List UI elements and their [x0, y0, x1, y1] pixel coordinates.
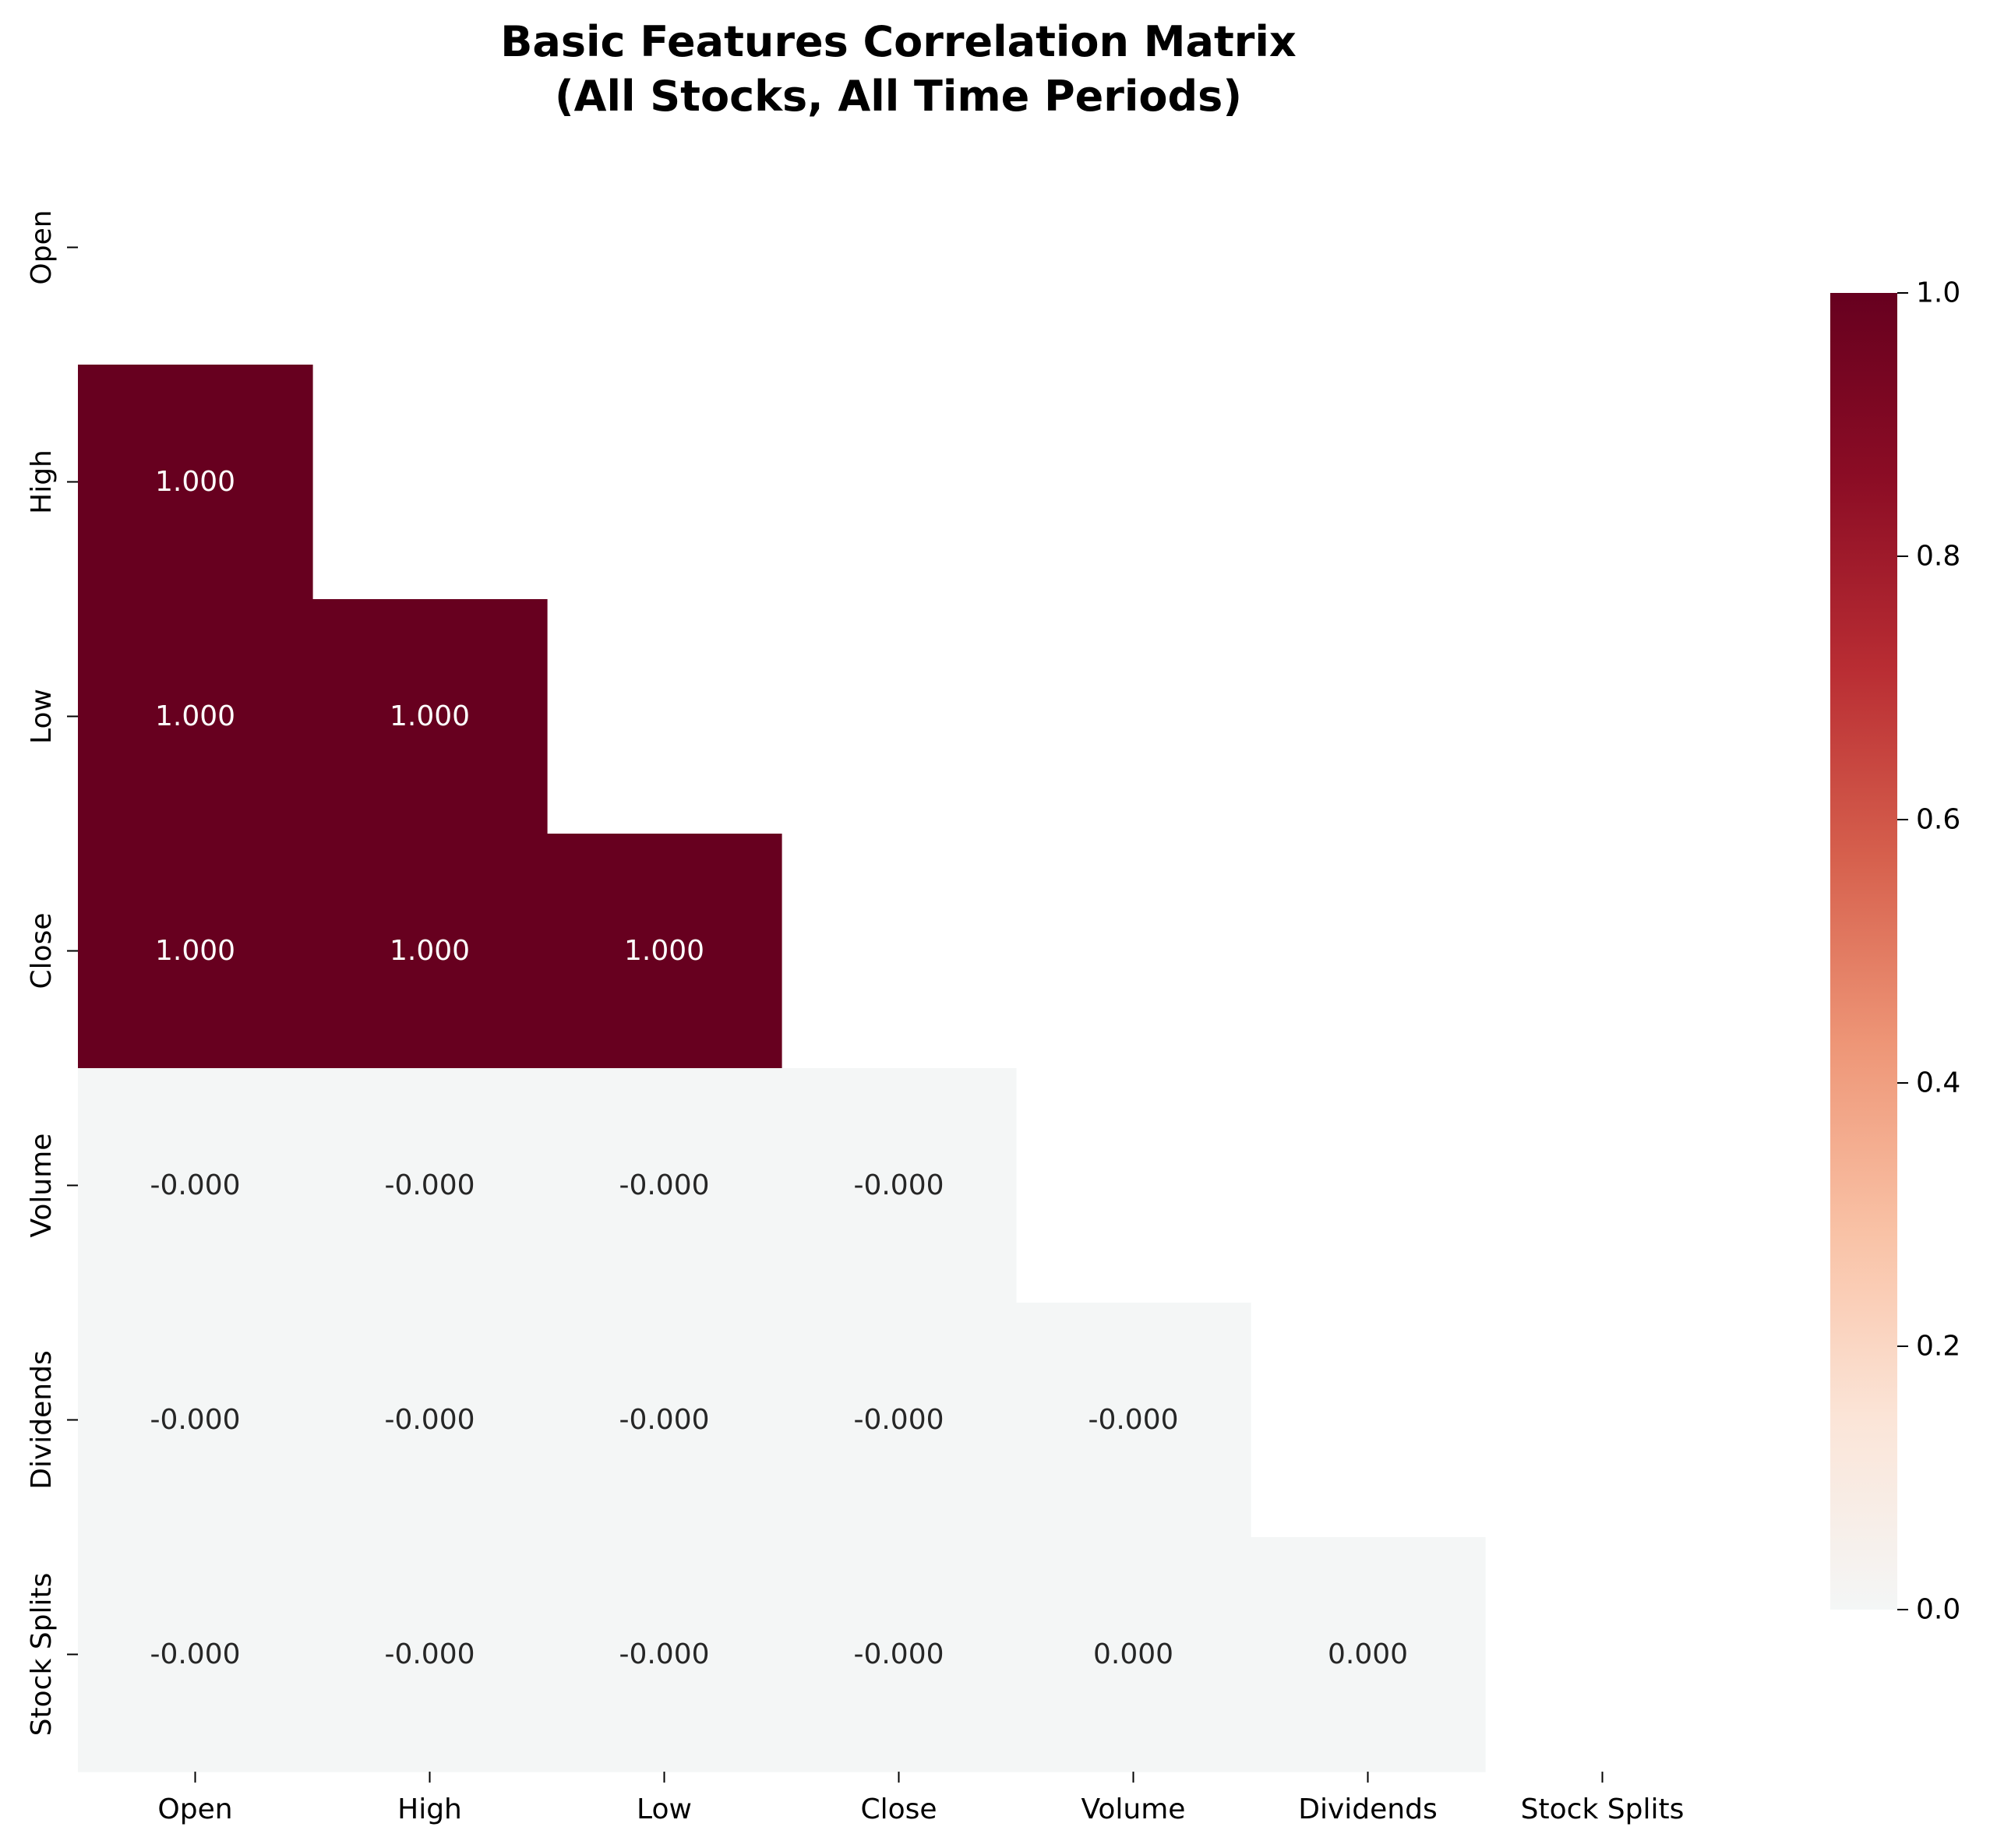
cell-value-label: -0.000 [150, 1169, 240, 1201]
heatmap-cell-stock-splits-dividends [1251, 1537, 1486, 1772]
cell-value-label: -0.000 [1088, 1404, 1178, 1436]
cell-value-label: 1.000 [624, 935, 704, 967]
cell-value-label: -0.000 [619, 1169, 709, 1201]
x-tick-label-low: Low [637, 1793, 692, 1825]
y-axis: Open High Low Close Volume Dividends Stock Spl… [26, 210, 78, 1736]
heatmap-cell-stock-splits-open [78, 1537, 313, 1772]
x-tick-label-open: Open [157, 1793, 232, 1825]
x-tick-label-dividends: Dividends [1298, 1793, 1437, 1825]
colorbar-tick-label: 0.8 [1916, 541, 1960, 573]
heatmap-cell-low-open [78, 599, 313, 834]
cell-value-label: 1.000 [390, 935, 470, 967]
heatmap-cell-stock-splits-volume [1016, 1537, 1251, 1772]
heatmap-cell-volume-open [78, 1068, 313, 1303]
cell-value-label: -0.000 [384, 1169, 475, 1201]
chart-title-line-1: Basic Features Correlation Matrix [500, 17, 1297, 66]
heatmap-cell-volume-low [547, 1068, 782, 1303]
x-tick-label-volume: Volume [1081, 1793, 1186, 1825]
cell-value-label: 1.000 [155, 700, 235, 732]
heatmap-cell-high-open [78, 365, 313, 600]
y-tick-label-close: Close [26, 912, 58, 989]
heatmap-cell-dividends-low [547, 1303, 782, 1538]
heatmap-cell-dividends-high [312, 1303, 548, 1538]
cell-value-label: 1.000 [155, 935, 235, 967]
heatmap-cell-stock-splits-close [782, 1537, 1017, 1772]
heatmap-cell-dividends-close [782, 1303, 1017, 1538]
y-tick-label-open: Open [26, 210, 58, 284]
colorbar: 0.0 0.2 0.4 0.6 0.8 1.0 [1830, 277, 1960, 1626]
cell-value-label: -0.000 [619, 1404, 709, 1436]
colorbar-tick-label: 0.0 [1916, 1594, 1960, 1626]
cell-value-label: -0.000 [853, 1404, 944, 1436]
y-tick-label-high: High [26, 450, 58, 514]
cell-value-label: -0.000 [384, 1404, 475, 1436]
cell-value-label: -0.000 [150, 1638, 240, 1670]
heatmap-cell-labels: 1.000 1.000 1.000 1.000 1.000 1.000 -0.000 -0.0… [150, 466, 1408, 1670]
chart-title: Basic Features Correlation Matrix (All S… [500, 17, 1297, 121]
y-tick-label-low: Low [26, 689, 58, 744]
cell-value-label: 0.000 [1093, 1638, 1173, 1670]
colorbar-gradient-bar [1830, 293, 1897, 1610]
heatmap-cells [78, 365, 1486, 1772]
chart-title-line-2: (All Stocks, All Time Periods) [555, 72, 1242, 121]
colorbar-tick-label: 0.2 [1916, 1331, 1960, 1363]
x-tick-label-high: High [397, 1793, 462, 1825]
heatmap-cell-low-high [312, 599, 548, 834]
heatmap-cell-close-low [547, 834, 782, 1069]
cell-value-label: -0.000 [619, 1638, 709, 1670]
cell-value-label: 1.000 [390, 700, 470, 732]
cell-value-label: 1.000 [155, 466, 235, 498]
heatmap-cell-stock-splits-low [547, 1537, 782, 1772]
heatmap-cell-dividends-volume [1016, 1303, 1251, 1538]
heatmap-cell-close-high [312, 834, 548, 1069]
cell-value-label: -0.000 [853, 1638, 944, 1670]
heatmap-cell-volume-high [312, 1068, 548, 1303]
colorbar-tick-label: 0.4 [1916, 1067, 1960, 1099]
y-tick-label-volume: Volume [26, 1134, 58, 1238]
cell-value-label: -0.000 [853, 1169, 944, 1201]
heatmap-cell-dividends-open [78, 1303, 313, 1538]
x-tick-label-close: Close [860, 1793, 937, 1825]
heatmap-cell-volume-close [782, 1068, 1017, 1303]
cell-value-label: -0.000 [384, 1638, 475, 1670]
colorbar-tick-label: 0.6 [1916, 804, 1960, 836]
heatmap-cell-close-open [78, 834, 313, 1069]
heatmap-cell-stock-splits-high [312, 1537, 548, 1772]
cell-value-label: 0.000 [1328, 1638, 1408, 1670]
colorbar-tick-label: 1.0 [1916, 277, 1960, 309]
y-tick-label-dividends: Dividends [26, 1350, 58, 1489]
cell-value-label: -0.000 [150, 1404, 240, 1436]
y-tick-label-stock-splits: Stock Splits [26, 1573, 58, 1737]
x-axis: Open High Low Close Volume Dividends Stock Spl… [157, 1772, 1684, 1825]
x-tick-label-stock-splits: Stock Splits [1521, 1793, 1685, 1825]
